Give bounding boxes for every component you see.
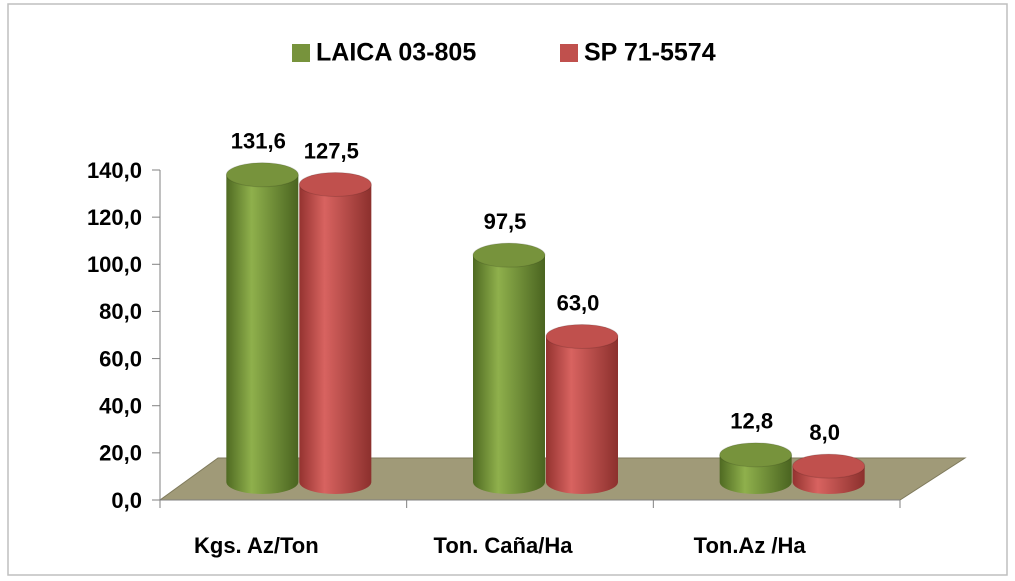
x-tick-label: Ton.Az /Ha [694, 533, 807, 558]
bar-top [719, 442, 793, 468]
legend-label: SP 71-5574 [584, 39, 716, 67]
y-tick-label: 20,0 [99, 441, 142, 466]
bar-top [545, 324, 619, 349]
bar-top [472, 242, 546, 268]
y-tick-label: 60,0 [99, 346, 142, 371]
bar-top [298, 171, 372, 197]
legend-label: LAICA 03-805 [316, 39, 476, 67]
bar [226, 174, 299, 495]
y-tick-label: 140,0 [87, 158, 142, 183]
x-tick-label: Ton. Caña/Ha [434, 533, 574, 558]
y-tick-label: 40,0 [99, 394, 142, 419]
data-label: 97,5 [484, 209, 527, 234]
y-tick-label: 120,0 [87, 205, 142, 230]
bar [546, 336, 618, 494]
data-label: 131,6 [231, 129, 286, 154]
bar-top [225, 162, 299, 188]
y-tick-label: 0,0 [111, 488, 142, 513]
y-tick-label: 100,0 [87, 252, 142, 277]
legend-swatch [292, 44, 310, 62]
x-tick-label: Kgs. Az/Ton [194, 533, 319, 558]
legend-swatch [560, 44, 578, 62]
data-label: 63,0 [557, 290, 600, 315]
bar [473, 255, 545, 494]
data-label: 8,0 [809, 420, 840, 445]
bar [299, 184, 372, 494]
bar-top [792, 453, 866, 479]
y-tick-label: 80,0 [99, 299, 142, 324]
data-label: 12,8 [730, 409, 773, 434]
data-label: 127,5 [304, 138, 359, 163]
